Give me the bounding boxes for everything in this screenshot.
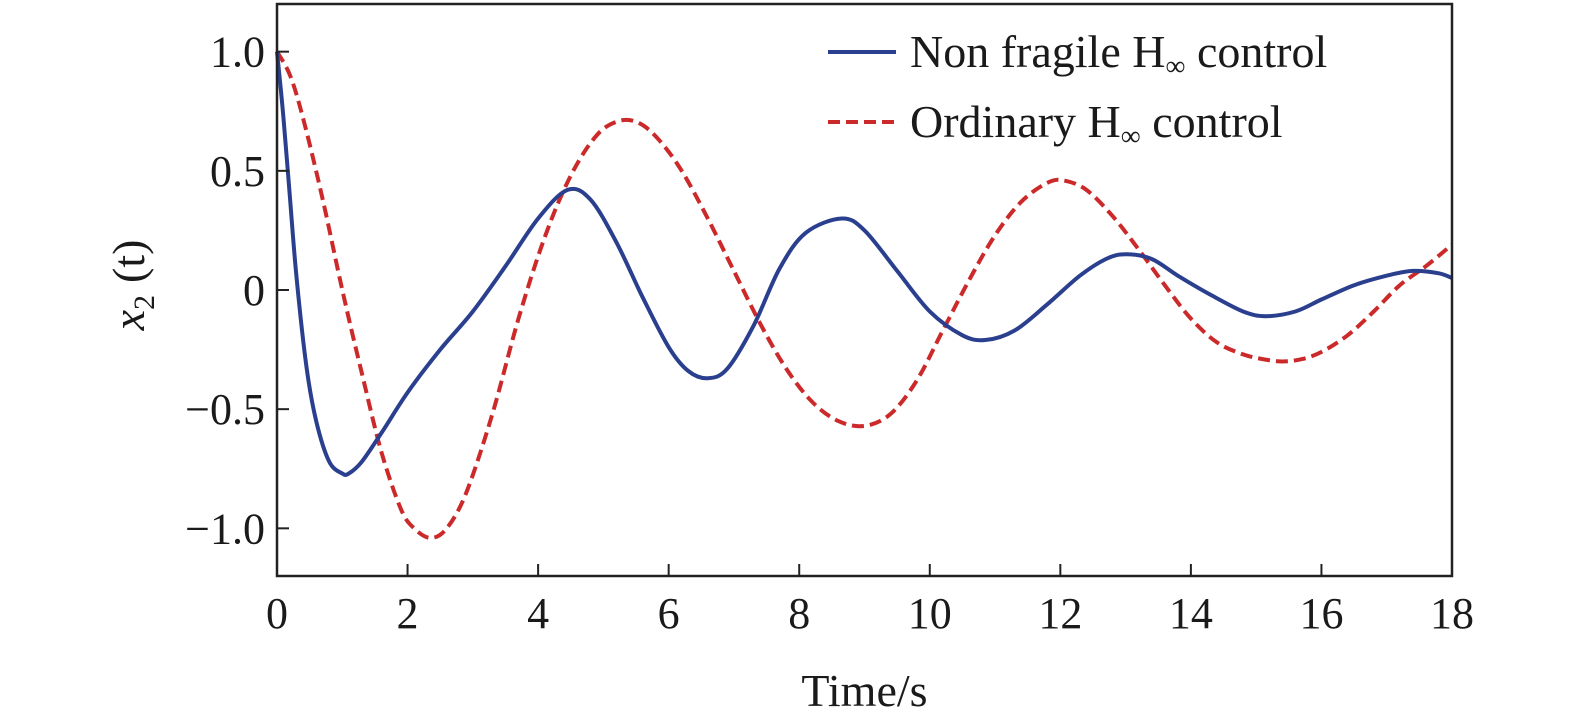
y-axis-label-subscript: 2 [128,295,161,310]
x-tick-label: 8 [788,589,810,638]
series-line-non-fragile [275,51,1453,477]
y-tick-label: 1.0 [210,28,265,77]
legend-label-tail: control [1141,96,1283,147]
x-tick-label: 6 [658,589,680,638]
legend-label-subscript: ∞ [1121,121,1141,152]
legend-label-subscript: ∞ [1165,51,1185,82]
x-tick-label: 18 [1430,589,1474,638]
series-line-ordinary [275,50,1454,540]
x-axis-label: Time/s [801,665,927,716]
x-tick-label: 0 [266,589,288,638]
legend-label-non-fragile: Non fragile H∞ control [910,26,1327,82]
plot-frame [275,2,1454,578]
x-tick-label: 14 [1169,589,1213,638]
x-tick-label: 16 [1299,589,1343,638]
y-tick-label: 0 [243,266,265,315]
y-axis-ticks: 1.0 0.5 0 −0.5 −1.0 [185,28,289,553]
x-tick-label: 10 [908,589,952,638]
y-tick-label: −1.0 [185,504,265,553]
x-axis-ticks: 0 2 4 6 8 10 12 14 16 18 [266,564,1474,638]
x-tick-label: 12 [1038,589,1082,638]
plot-lines [275,50,1454,540]
x-tick-label: 4 [527,589,549,638]
y-axis-label-var: x [103,309,154,331]
y-axis-label-arg: (t) [103,240,154,283]
x-tick-label: 2 [397,589,419,638]
legend-label-tail: control [1185,26,1327,77]
legend-label-main: Ordinary H [910,96,1121,147]
legend: Non fragile H∞ control Ordinary H∞ contr… [828,26,1327,152]
y-tick-label: 0.5 [210,147,265,196]
y-tick-label: −0.5 [185,385,265,434]
legend-label-main: Non fragile H [910,26,1165,77]
y-axis-label: x2 (t) [103,240,161,332]
legend-label-ordinary: Ordinary H∞ control [910,96,1283,152]
